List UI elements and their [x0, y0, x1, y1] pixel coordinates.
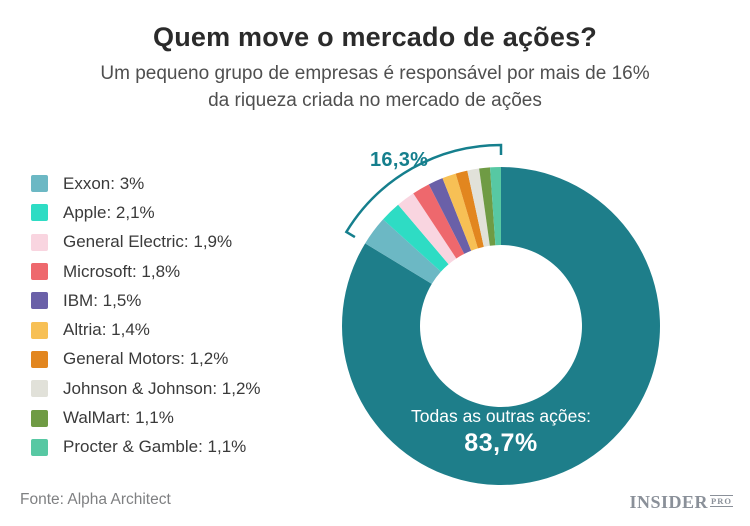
- donut-center-text: Todas as outras ações:: [411, 406, 591, 426]
- legend-swatch-microsoft: [31, 263, 48, 281]
- legend-label: Microsoft: 1,8%: [63, 261, 181, 281]
- page-subtitle: Um pequeno grupo de empresas é responsáv…: [0, 60, 750, 114]
- legend-label: Apple: 2,1%: [63, 202, 155, 222]
- slice-johnson-johnson: [467, 168, 490, 247]
- legend-item-general-motors: General Motors: 1,2%: [31, 345, 261, 374]
- legend-label: Altria: 1,4%: [63, 320, 150, 340]
- slice-procter-gamble: [490, 167, 501, 246]
- slice-todas-as-outras-a-es: [342, 166, 661, 486]
- legend-item-exxon: Exxon: 3%: [31, 169, 261, 198]
- slice-exxon: [365, 219, 441, 284]
- legend-swatch-walmart: [31, 409, 48, 427]
- legend-label: IBM: 1,5%: [63, 290, 142, 310]
- legend: Exxon: 3% Apple: 2,1% General Electric: 1,…: [31, 169, 261, 462]
- legend-item-general-electric: General Electric: 1,9%: [31, 228, 261, 257]
- donut-center-label: Todas as outras ações: 83,7%: [351, 406, 651, 458]
- legend-swatch-general-electric: [31, 233, 48, 251]
- page-title: Quem move o mercado de ações?: [153, 22, 597, 52]
- subtitle-line-2: da riqueza criada no mercado de ações: [208, 90, 542, 111]
- slice-apple: [383, 204, 449, 272]
- slice-altria: [442, 173, 478, 251]
- legend-label: Johnson & Johnson: 1,2%: [63, 378, 261, 398]
- legend-label: General Motors: 1,2%: [63, 349, 229, 369]
- legend-swatch-altria: [31, 321, 48, 339]
- legend-item-apple: Apple: 2,1%: [31, 198, 261, 227]
- legend-item-microsoft: Microsoft: 1,8%: [31, 257, 261, 286]
- legend-item-ibm: IBM: 1,5%: [31, 286, 261, 315]
- legend-label: General Electric: 1,9%: [63, 232, 233, 252]
- brand-name: INSIDER: [629, 492, 709, 512]
- source-note: Fonte: Alpha Architect: [20, 491, 171, 508]
- brand-pro-badge: PRO: [710, 494, 733, 507]
- legend-item-altria: Altria: 1,4%: [31, 315, 261, 344]
- brand-logo: INSIDER PRO: [630, 492, 733, 513]
- legend-item-johnson-johnson: Johnson & Johnson: 1,2%: [31, 374, 261, 403]
- legend-swatch-ibm: [31, 292, 48, 310]
- legend-swatch-general-motors: [31, 350, 48, 368]
- legend-label: Exxon: 3%: [63, 173, 145, 193]
- slice-general-electric: [398, 193, 457, 265]
- slice-ibm: [428, 178, 472, 254]
- legend-swatch-apple: [31, 204, 48, 222]
- legend-item-procter-gamble: Procter & Gamble: 1,1%: [31, 433, 261, 462]
- slice-walmart: [479, 167, 496, 246]
- donut-slices: [342, 166, 661, 486]
- subtitle-line-1: Um pequeno grupo de empresas é responsáv…: [100, 63, 650, 84]
- group-total-label: 16,3%: [370, 149, 429, 171]
- group-bracket: [344, 143, 503, 239]
- slice-general-motors: [455, 170, 484, 249]
- legend-label: Procter & Gamble: 1,1%: [63, 437, 247, 457]
- legend-label: WalMart: 1,1%: [63, 408, 174, 428]
- legend-swatch-procter-gamble: [31, 438, 48, 456]
- slice-microsoft: [413, 184, 465, 259]
- donut-center-value: 83,7%: [464, 429, 538, 457]
- legend-item-walmart: WalMart: 1,1%: [31, 403, 261, 432]
- legend-swatch-johnson-johnson: [31, 380, 48, 398]
- legend-swatch-exxon: [31, 175, 48, 193]
